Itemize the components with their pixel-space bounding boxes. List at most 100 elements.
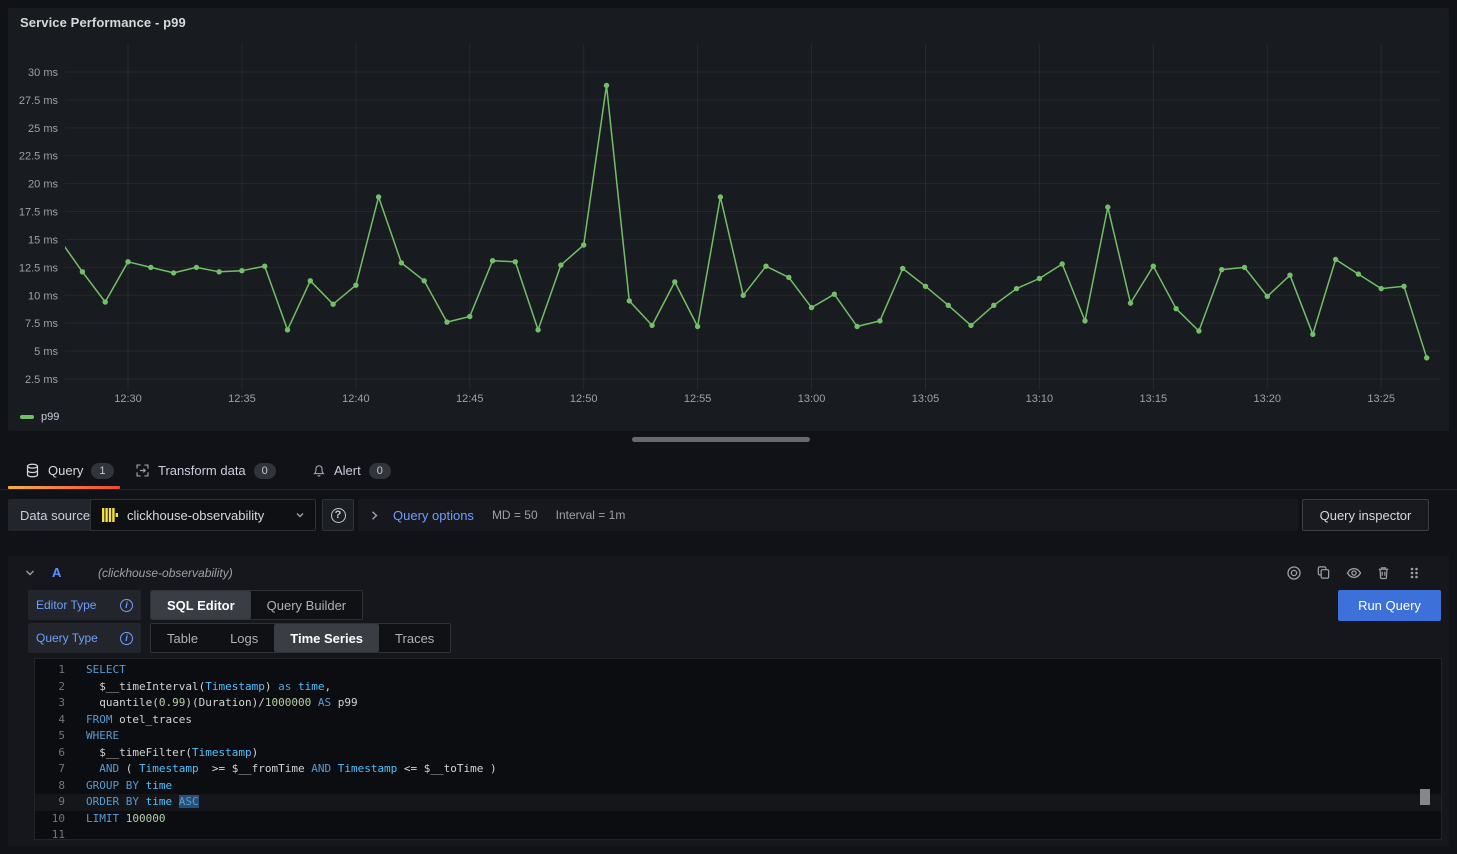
svg-text:12:40: 12:40 bbox=[342, 393, 370, 405]
code-line: 11 bbox=[35, 827, 1441, 844]
svg-text:12:45: 12:45 bbox=[456, 393, 484, 405]
disable-query-icon[interactable] bbox=[1285, 564, 1302, 581]
query-type-option-logs[interactable]: Logs bbox=[230, 630, 259, 646]
tab-alert[interactable]: Alert 0 bbox=[312, 452, 391, 489]
svg-text:22.5 ms: 22.5 ms bbox=[19, 151, 59, 163]
line-number: 3 bbox=[58, 696, 65, 709]
collapse-chevron-icon[interactable] bbox=[24, 567, 36, 579]
line-text bbox=[65, 827, 86, 844]
tab-alert-label: Alert bbox=[334, 463, 361, 478]
code-line: 3 quantile(0.99)(Duration)/1000000 AS p9… bbox=[35, 695, 1441, 712]
query-type-label: Query Type bbox=[36, 631, 98, 645]
svg-text:17.5 ms: 17.5 ms bbox=[19, 207, 59, 219]
query-type-group: Table Logs Time Series Traces bbox=[150, 623, 452, 653]
svg-text:12:50: 12:50 bbox=[570, 393, 598, 405]
code-line: 2 $__timeInterval(Timestamp) as time, bbox=[35, 679, 1441, 696]
timeseries-chart[interactable]: 2.5 ms 5 ms 7.5 ms 10 ms 12.5 ms 15 ms 17.5 ms… bbox=[8, 8, 1449, 431]
horizontal-scrollbar[interactable] bbox=[632, 437, 810, 442]
duplicate-query-icon[interactable] bbox=[1315, 564, 1332, 581]
interval-stat: Interval = 1m bbox=[555, 508, 626, 522]
datasource-toolbar: Data source clickhouse-observability ? bbox=[0, 499, 1457, 531]
line-number: 2 bbox=[58, 679, 65, 693]
legend-series-marker bbox=[20, 415, 34, 419]
query-type-option-time-series[interactable]: Time Series bbox=[274, 624, 380, 652]
remove-query-trash-icon[interactable] bbox=[1375, 564, 1392, 581]
info-circle-icon[interactable]: i bbox=[120, 598, 133, 612]
drag-handle-icon[interactable] bbox=[1405, 564, 1422, 581]
tab-query-count-badge: 1 bbox=[91, 462, 114, 479]
query-options-toggle[interactable]: Query options bbox=[370, 508, 474, 523]
line-text: quantile(0.99)(Duration)/1000000 AS p99 bbox=[86, 696, 358, 709]
query-type-option-traces[interactable]: Traces bbox=[395, 630, 435, 646]
run-query-label: Run Query bbox=[1358, 598, 1421, 613]
chevron-down-icon bbox=[295, 510, 305, 520]
query-type-option-table[interactable]: Table bbox=[167, 630, 199, 646]
code-line: 4 FROM otel_traces bbox=[35, 712, 1441, 729]
code-line: 6 $__timeFilter(Timestamp) bbox=[35, 745, 1441, 762]
run-query-button[interactable]: Run Query bbox=[1338, 590, 1441, 621]
clickhouse-logo-icon bbox=[101, 506, 119, 524]
database-icon bbox=[25, 463, 40, 478]
tab-query[interactable]: Query 1 bbox=[25, 452, 114, 489]
bell-icon bbox=[312, 463, 326, 478]
tab-transform-count-badge: 0 bbox=[253, 462, 276, 479]
editor-cursor-marker bbox=[1420, 789, 1430, 805]
svg-text:15 ms: 15 ms bbox=[28, 234, 58, 246]
code-line: 5 WHERE bbox=[35, 728, 1441, 745]
query-row-header: A (clickhouse-observability) bbox=[8, 556, 1449, 590]
svg-text:12:55: 12:55 bbox=[684, 393, 712, 405]
line-text: $__timeFilter(Timestamp) bbox=[86, 745, 259, 759]
svg-text:12:35: 12:35 bbox=[228, 393, 256, 405]
line-number: 11 bbox=[51, 828, 65, 841]
tab-transform-label: Transform data bbox=[158, 463, 246, 478]
panel-title[interactable]: Service Performance - p99 bbox=[20, 15, 186, 30]
svg-text:13:20: 13:20 bbox=[1253, 393, 1281, 405]
line-text: LIMIT 100000 bbox=[86, 811, 166, 825]
datasource-value: clickhouse-observability bbox=[127, 507, 265, 523]
editor-type-option-sql-editor[interactable]: SQL Editor bbox=[151, 591, 251, 619]
code-line: 8 GROUP BY time bbox=[35, 778, 1441, 795]
svg-text:30 ms: 30 ms bbox=[28, 67, 58, 79]
line-number: 10 bbox=[51, 811, 65, 825]
tab-query-label: Query bbox=[48, 463, 84, 478]
line-number: 4 bbox=[58, 712, 65, 726]
line-text: SELECT bbox=[86, 663, 126, 676]
line-number: 6 bbox=[58, 745, 65, 759]
line-text: ORDER BY time ASC bbox=[86, 795, 199, 808]
question-circle-icon: ? bbox=[330, 507, 346, 523]
tab-transform-data[interactable]: Transform data 0 bbox=[135, 452, 276, 489]
query-type-chip: Query Type i bbox=[28, 623, 141, 653]
line-text: AND ( Timestamp >= $__fromTime AND Times… bbox=[99, 762, 497, 775]
sql-code-editor[interactable]: 1 SELECT 2 $__timeInterval(Timestamp) as t… bbox=[34, 658, 1442, 841]
legend-item-p99[interactable]: p99 bbox=[20, 411, 59, 423]
editor-type-option-query-builder[interactable]: Query Builder bbox=[266, 597, 347, 613]
svg-text:13:05: 13:05 bbox=[912, 393, 940, 405]
svg-text:7.5 ms: 7.5 ms bbox=[25, 318, 59, 330]
query-row-actions bbox=[1285, 564, 1422, 581]
code-line: 1 SELECT bbox=[35, 662, 1441, 679]
info-circle-icon[interactable]: i bbox=[120, 631, 133, 645]
query-inspector-button[interactable]: Query inspector bbox=[1302, 499, 1429, 531]
line-text: WHERE bbox=[86, 729, 120, 742]
svg-text:20 ms: 20 ms bbox=[28, 179, 58, 191]
svg-text:2.5 ms: 2.5 ms bbox=[25, 374, 59, 386]
tab-alert-count-badge: 0 bbox=[368, 462, 391, 479]
svg-text:12:30: 12:30 bbox=[114, 393, 142, 405]
query-type-row: Query Type i bbox=[28, 623, 141, 653]
datasource-help-button[interactable]: ? bbox=[322, 499, 354, 531]
transform-icon bbox=[135, 463, 150, 478]
line-number: 1 bbox=[58, 663, 65, 676]
editor-type-chip: Editor Type i bbox=[28, 590, 141, 620]
svg-text:12.5 ms: 12.5 ms bbox=[19, 262, 59, 274]
timeseries-panel: 2.5 ms 5 ms 7.5 ms 10 ms 12.5 ms 15 ms 17.5 ms… bbox=[8, 8, 1449, 431]
editor-tabs: Query 1 Transform data 0 Alert 0 bbox=[0, 452, 1457, 490]
query-inspector-label: Query inspector bbox=[1319, 507, 1412, 523]
query-options-bar: Query options MD = 50 Interval = 1m bbox=[358, 499, 1298, 531]
svg-text:13:00: 13:00 bbox=[798, 393, 826, 405]
max-datapoints-stat: MD = 50 bbox=[491, 508, 538, 522]
legend-series-label: p99 bbox=[41, 411, 60, 423]
svg-text:10 ms: 10 ms bbox=[28, 290, 58, 302]
datasource-picker[interactable]: clickhouse-observability bbox=[90, 499, 316, 531]
hide-response-eye-icon[interactable] bbox=[1345, 564, 1362, 581]
query-editor-card: A (clickhouse-observability) bbox=[8, 556, 1449, 846]
